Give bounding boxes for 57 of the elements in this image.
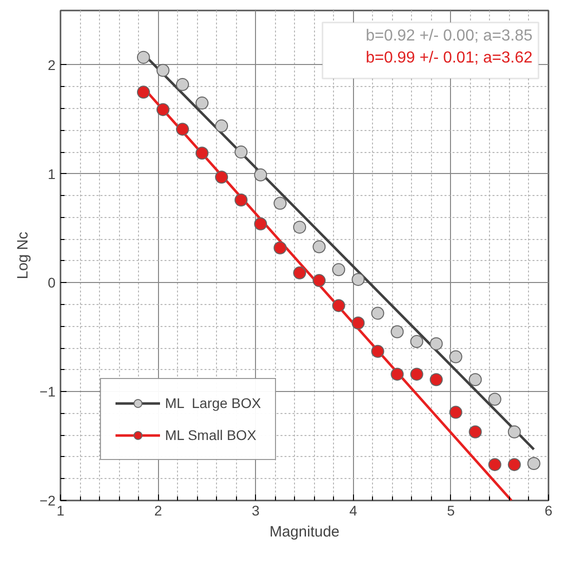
point (508, 425, 521, 438)
point (488, 392, 502, 406)
point (254, 168, 268, 182)
point (274, 196, 287, 210)
point (293, 220, 306, 234)
point (390, 368, 404, 381)
point (254, 217, 268, 230)
point (468, 425, 482, 438)
point (156, 103, 170, 116)
point (215, 170, 228, 184)
point (430, 337, 443, 350)
point (176, 78, 189, 92)
y-tick-label: 1 (48, 166, 56, 182)
legend-label: ML Large BOX (165, 395, 261, 411)
point (176, 122, 189, 136)
x-tick-label: 6 (544, 502, 553, 518)
point (449, 350, 462, 364)
point (332, 299, 346, 312)
point (371, 344, 384, 358)
y-axis-title: Log Nc (14, 231, 32, 280)
x-axis-title: Magnitude (269, 524, 340, 540)
point (410, 335, 424, 348)
y-tick-label: −1 (40, 384, 56, 400)
y-tick-label: 0 (48, 274, 56, 291)
x-tick-label: 2 (154, 502, 162, 518)
point (156, 64, 170, 77)
point (449, 406, 462, 419)
point (312, 274, 326, 288)
y-tick-label: 2 (48, 56, 56, 73)
point (196, 96, 209, 110)
point (352, 272, 365, 286)
point (274, 241, 287, 254)
point (430, 373, 443, 386)
point (352, 316, 365, 330)
point (196, 146, 209, 160)
annotation: b=0.99 +/- 0.01; a=3.62 (366, 50, 533, 66)
point (371, 306, 384, 320)
point (293, 266, 306, 280)
point (136, 50, 150, 64)
annotation: b=0.92 +/- 0.00; a=3.85 (366, 28, 533, 44)
x-tick-label: 4 (349, 502, 358, 518)
point (527, 456, 540, 470)
point (234, 193, 248, 206)
point (332, 263, 346, 276)
y-tick-label: −2 (40, 492, 56, 508)
x-tick-label: 5 (447, 502, 456, 518)
point (390, 325, 404, 338)
point (410, 368, 424, 381)
legend-label: ML Small BOX (165, 427, 256, 443)
point (468, 373, 482, 386)
point (136, 86, 150, 99)
point (488, 458, 502, 472)
point (312, 240, 326, 254)
point (234, 146, 248, 159)
x-tick-label: 3 (252, 502, 260, 518)
point (508, 458, 521, 472)
point (215, 119, 228, 132)
